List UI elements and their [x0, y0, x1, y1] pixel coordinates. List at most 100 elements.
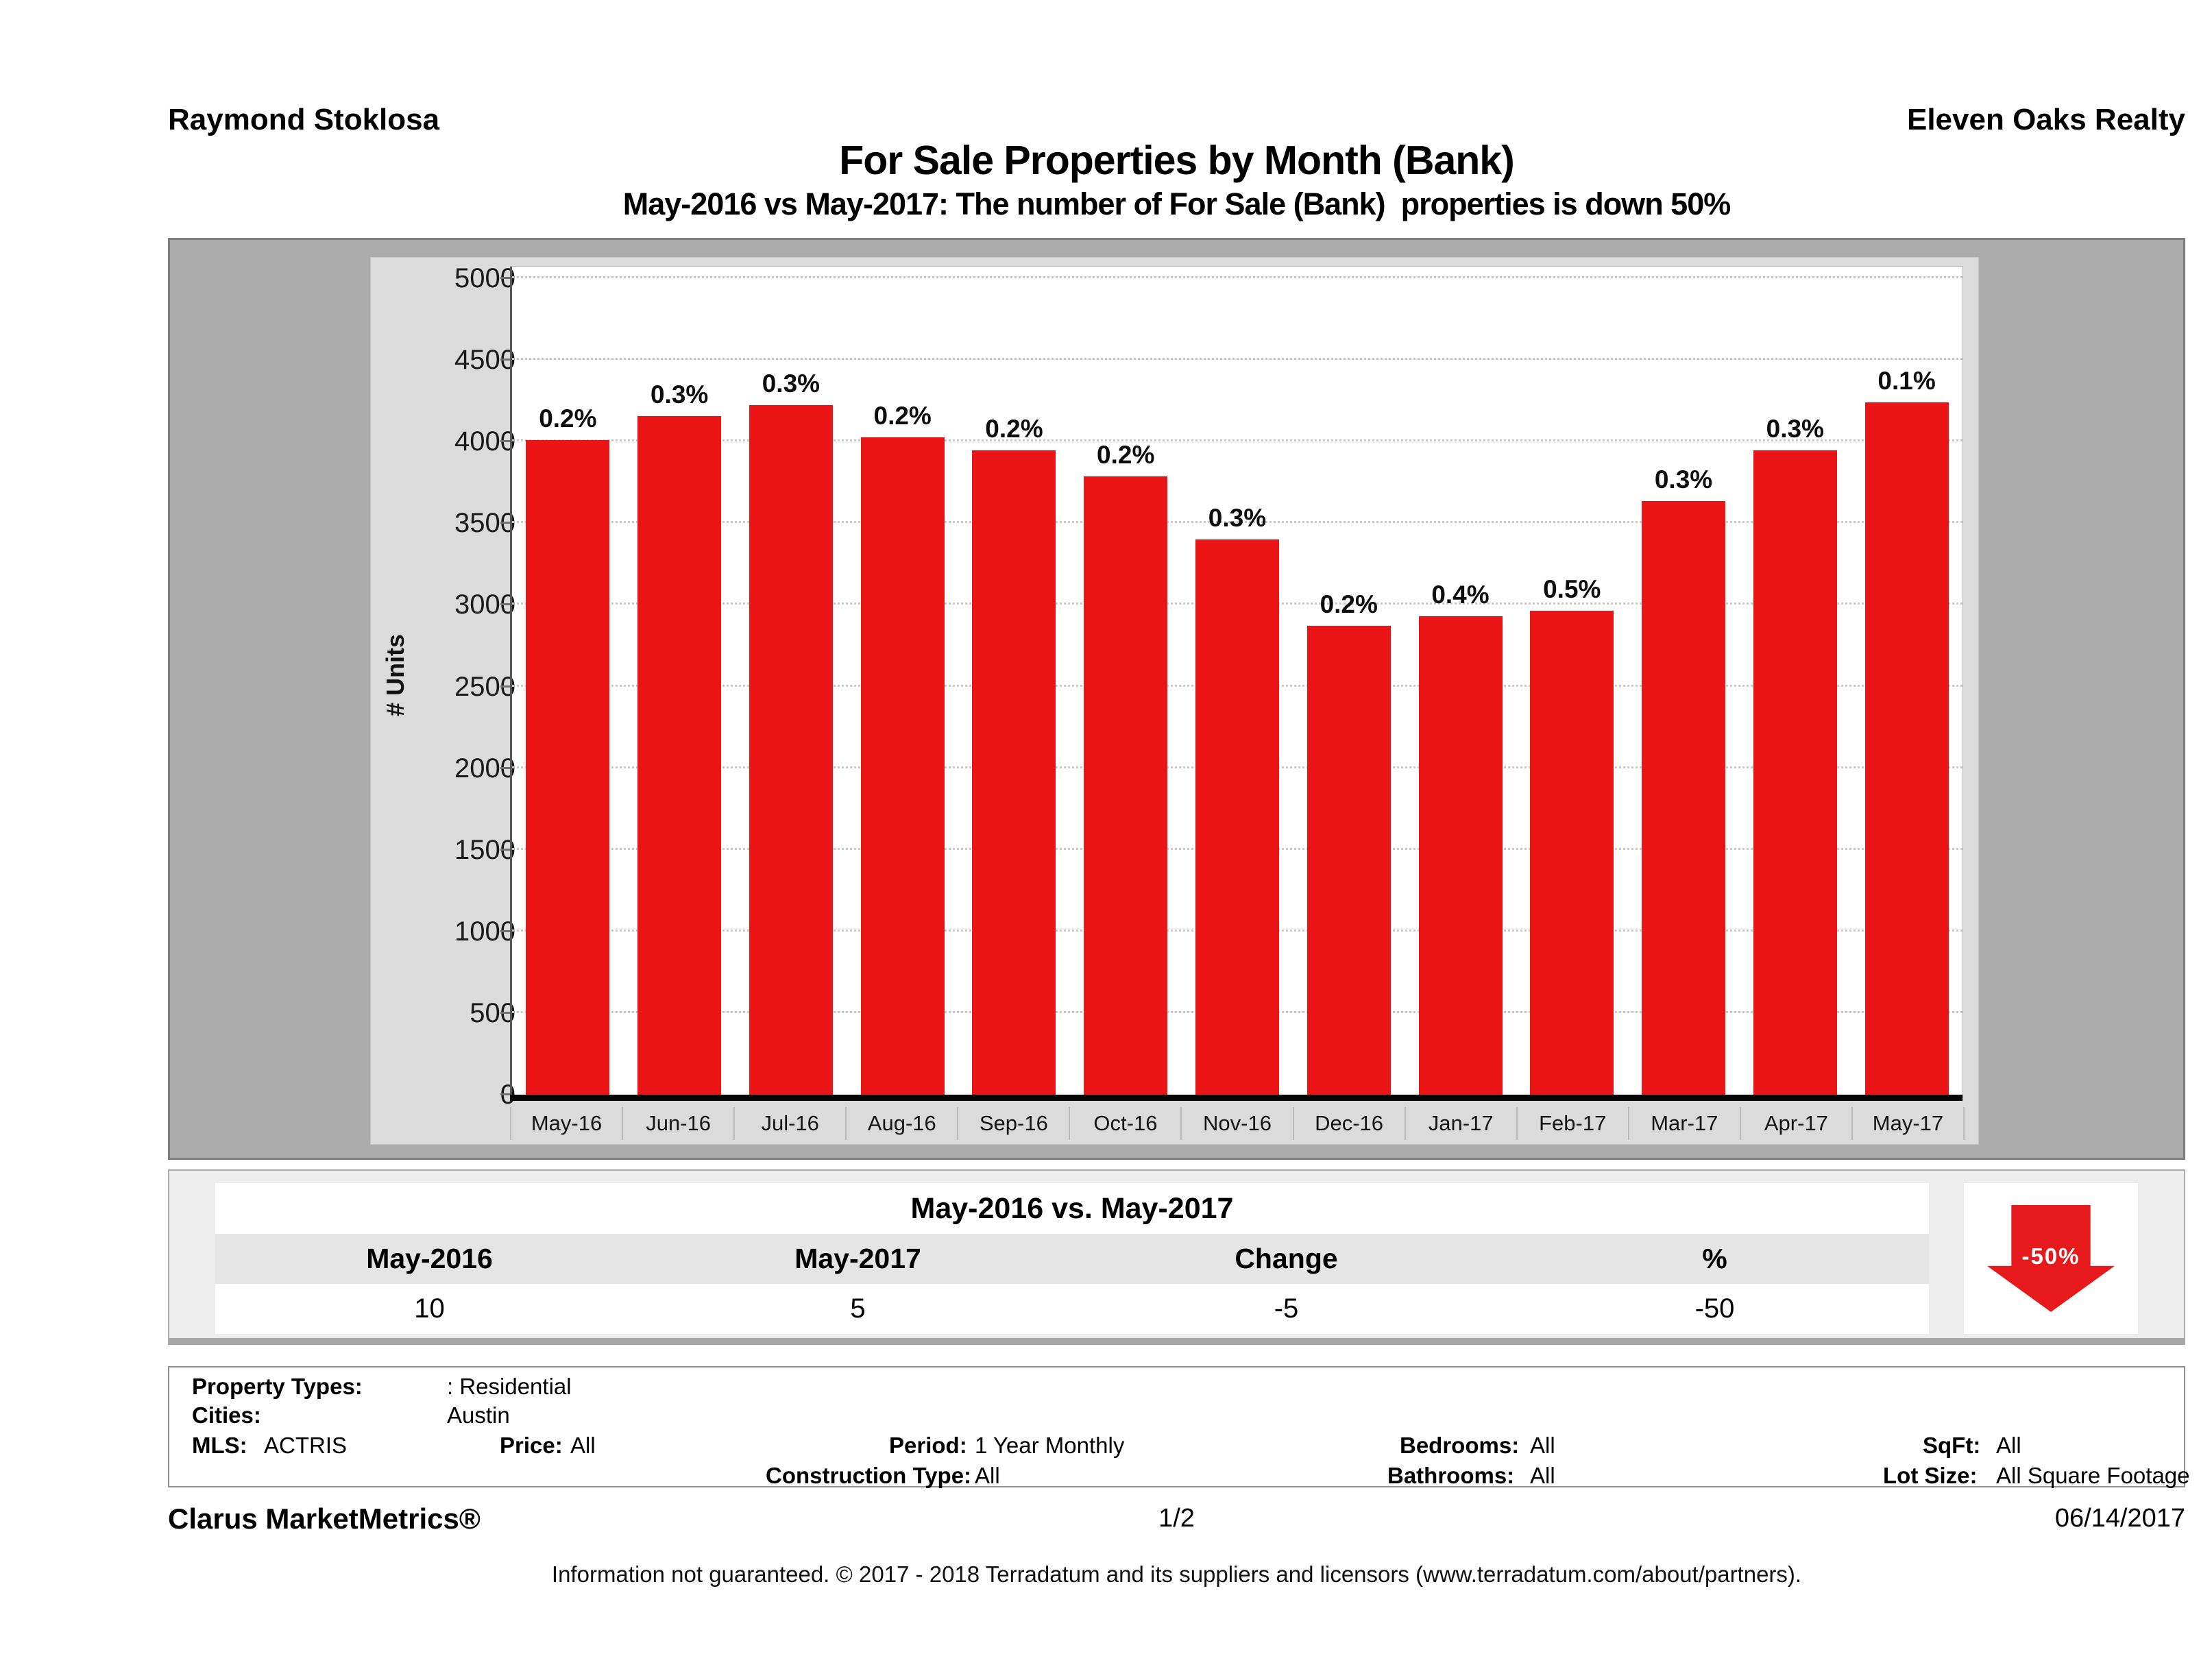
y-tick-mark-2000 [500, 766, 510, 769]
y-tick-label-0: 0 [392, 1080, 515, 1110]
y-tick-label-2000: 2000 [454, 753, 515, 783]
x-tick-label-Apr-17: Apr-17 [1739, 1107, 1851, 1140]
page-subtitle: May-2016 vs May-2017: The number of For … [622, 186, 1731, 221]
sqft-value: All [1996, 1433, 2021, 1458]
x-tick-label-Oct-16: Oct-16 [1069, 1107, 1180, 1140]
construction-type-value: All [975, 1463, 1000, 1488]
bar-Aug-16 [860, 437, 945, 1095]
bar-percent-label: 0.3% [762, 369, 821, 398]
bar-percent-label: 0.5% [1543, 575, 1601, 603]
y-tick-mark-5000 [500, 277, 510, 279]
bar-group-Sep-16: 0.2% [958, 267, 1070, 1095]
y-tick-mark-1500 [500, 848, 510, 851]
comparison-value-may2016: 10 [414, 1293, 445, 1324]
x-tick-label-Jan-17: Jan-17 [1404, 1107, 1516, 1140]
y-tick-mark-3500 [500, 522, 510, 524]
y-tick-mark-500 [500, 1011, 510, 1014]
y-tick-mark-0 [500, 1093, 510, 1095]
period-label: Period: [889, 1433, 967, 1458]
footer: Clarus MarketMetrics® 1/2 06/14/2017 [168, 1503, 2185, 1535]
bar-percent-label: 0.3% [1766, 415, 1824, 443]
bar-Jul-16 [749, 405, 833, 1095]
grid-line-5000 [512, 276, 1962, 278]
bar-percent-label: 0.4% [1431, 581, 1490, 609]
bar-Dec-16 [1306, 626, 1391, 1095]
bedrooms-value: All [1530, 1433, 1555, 1458]
y-tick-mark-1000 [500, 929, 510, 932]
bar-group-Jul-16: 0.3% [736, 267, 847, 1095]
bar-Feb-17 [1530, 611, 1614, 1095]
bar-group-Mar-17: 0.3% [1628, 267, 1740, 1095]
grid-line-3500 [512, 521, 1962, 524]
y-tick-label-4500: 4500 [454, 345, 515, 376]
comparison-title: May-2016 vs. May-2017 [910, 1191, 1234, 1225]
bar-percent-label: 0.2% [873, 402, 932, 430]
comparison-header-may2017: May-2017 [794, 1243, 921, 1274]
bar-Sep-16 [972, 450, 1056, 1095]
bar-group-Apr-17: 0.3% [1739, 267, 1851, 1095]
bar-group-Oct-16: 0.2% [1070, 267, 1182, 1095]
bar-group-Jan-17: 0.4% [1405, 267, 1516, 1095]
comparison-value-may2017: 5 [850, 1293, 866, 1324]
y-tick-label-3500: 3500 [454, 508, 515, 539]
grid-line-4000 [512, 439, 1962, 442]
x-tick-label-Sep-16: Sep-16 [957, 1107, 1069, 1140]
bar-percent-label: 0.2% [539, 404, 597, 433]
y-tick-label-500: 500 [470, 997, 515, 1028]
y-tick-label-1000: 1000 [454, 916, 515, 947]
footer-date: 06/14/2017 [2054, 1504, 2185, 1533]
y-tick-label-4000: 4000 [454, 426, 515, 457]
x-tick-label-Mar-17: Mar-17 [1627, 1107, 1740, 1140]
criteria-row-construction: Construction Type: All Bathrooms: All Lo… [169, 1462, 2190, 1489]
down-arrow-icon: -50% [1987, 1205, 2115, 1312]
criteria-box: Property Types: : Residential Cities: Au… [168, 1366, 2190, 1489]
comparison-panel: May-2016 vs. May-2017 May-2016 May-2017 … [168, 1169, 2185, 1345]
bar-group-Dec-16: 0.2% [1293, 267, 1405, 1095]
plot-container: # Units 0.2% 0.3% 0.3% 0.2% 0.2% 0.2% 0.3% 0.2%… [370, 257, 1979, 1145]
x-tick-label-May-16: May-16 [510, 1107, 622, 1140]
cities-value: Austin [447, 1402, 510, 1428]
comparison-header-may2016: May-2016 [366, 1243, 493, 1274]
mls-label: MLS: [192, 1433, 247, 1458]
y-axis-line [510, 267, 512, 1101]
bars-row: 0.2% 0.3% 0.3% 0.2% 0.2% 0.2% 0.3% 0.2% 0.4% 0.5%… [512, 267, 1962, 1095]
bar-May-16 [526, 440, 610, 1095]
y-tick-label-5000: 5000 [454, 263, 515, 293]
price-label: Price: [500, 1433, 563, 1458]
comparison-table: May-2016 vs. May-2017 May-2016 May-2017 … [215, 1183, 1929, 1334]
bar-percent-label: 0.1% [1877, 367, 1936, 395]
mls-value: ACTRIS [264, 1433, 348, 1458]
comparison-header-change: Change [1235, 1243, 1338, 1274]
y-tick-label-1500: 1500 [454, 834, 515, 865]
bar-group-Jun-16: 0.3% [624, 267, 736, 1095]
x-axis-labels: May-16 Jun-16 Jul-16 Aug-16 Sep-16 Oct-16 Nov-… [510, 1107, 1965, 1140]
lot-size-label: Lot Size: [1883, 1463, 1978, 1488]
footer-disclaimer: Information not guaranteed. © 2017 - 201… [551, 1561, 1802, 1587]
footer-page-number: 1/2 [1158, 1504, 1195, 1533]
x-tick-label-Aug-16: Aug-16 [845, 1107, 957, 1140]
plot-area: 0.2% 0.3% 0.3% 0.2% 0.2% 0.2% 0.3% 0.2% 0.4% 0.5%… [500, 266, 1963, 1101]
x-tick-label-Dec-16: Dec-16 [1292, 1107, 1405, 1140]
x-tick-label-May-17: May-17 [1851, 1107, 1965, 1140]
bar-group-May-16: 0.2% [512, 267, 624, 1095]
y-tick-mark-2500 [500, 685, 510, 688]
down-arrow-label: -50% [2021, 1243, 2080, 1269]
comparison-value-percent: -50 [1694, 1293, 1735, 1324]
bar-percent-label: 0.2% [1097, 441, 1155, 469]
masthead: Raymond Stoklosa Eleven Oaks Realty [168, 103, 2185, 141]
trend-arrow-box: -50% [1964, 1183, 2138, 1334]
y-tick-mark-3000 [500, 603, 510, 606]
x-tick-label-Jun-16: Jun-16 [622, 1107, 733, 1140]
lot-size-value: All Square Footage [1996, 1463, 2190, 1488]
bar-group-Feb-17: 0.5% [1516, 267, 1628, 1095]
comparison-header-percent: % [1702, 1243, 1727, 1274]
y-tick-label-3000: 3000 [454, 589, 515, 620]
bar-Nov-16 [1195, 539, 1279, 1095]
comparison-value-row: 10 5 -5 -50 [215, 1284, 1929, 1334]
property-types-value: : Residential [447, 1374, 572, 1399]
page-title: For Sale Properties by Month (Bank) [839, 138, 1515, 183]
bar-percent-label: 0.2% [985, 415, 1043, 443]
bar-percent-label: 0.3% [650, 380, 709, 409]
chart-panel: # Units 0.2% 0.3% 0.3% 0.2% 0.2% 0.2% 0.3% 0.2%… [168, 238, 2185, 1160]
agent-name: Raymond Stoklosa [168, 103, 440, 136]
